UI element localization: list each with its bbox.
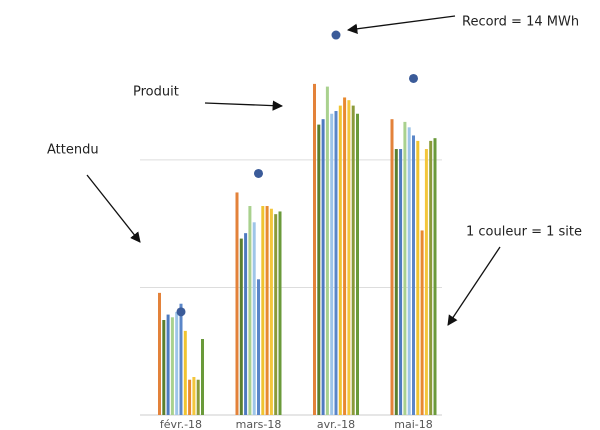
bar xyxy=(403,121,407,415)
bar xyxy=(325,86,329,415)
arrow xyxy=(204,100,284,111)
line-marker xyxy=(176,307,186,317)
bar xyxy=(261,206,265,415)
arrow xyxy=(86,174,141,243)
bar xyxy=(252,222,256,415)
bar xyxy=(179,303,183,415)
bar xyxy=(343,97,347,415)
bar xyxy=(274,214,278,415)
bar xyxy=(170,317,174,415)
bar xyxy=(420,230,424,415)
bar xyxy=(166,314,170,415)
bar xyxy=(412,135,415,415)
bar xyxy=(399,149,403,415)
bar xyxy=(248,206,252,415)
annotation: Attendu xyxy=(47,143,99,158)
x-axis: févr.-18 mars-18 avr.-18 mai-18 xyxy=(160,418,433,430)
bar xyxy=(158,292,161,415)
bar xyxy=(356,113,359,415)
line-marker xyxy=(254,168,263,178)
bar xyxy=(175,311,179,415)
bar xyxy=(407,127,411,415)
bar xyxy=(390,119,394,415)
line-marker xyxy=(409,73,418,83)
x-tick-label: avr.-18 xyxy=(317,418,355,430)
bar xyxy=(201,339,204,415)
bar xyxy=(183,330,187,415)
bar xyxy=(269,208,273,415)
bar xyxy=(416,140,420,416)
bar xyxy=(257,279,260,415)
x-tick-label: mars-18 xyxy=(236,418,282,430)
bar xyxy=(330,113,334,415)
arrow xyxy=(346,15,456,34)
bar xyxy=(347,100,351,416)
bar xyxy=(278,211,282,415)
line-marker xyxy=(331,30,341,40)
bar xyxy=(429,140,433,416)
bar xyxy=(433,138,437,415)
annotation: Produit xyxy=(133,85,179,100)
lines xyxy=(176,30,418,317)
bar xyxy=(334,111,338,416)
bar xyxy=(244,233,248,415)
bar xyxy=(188,379,192,415)
bar xyxy=(394,149,398,415)
x-tick-label: mai-18 xyxy=(394,418,432,430)
x-tick-label: févr.-18 xyxy=(160,418,202,430)
bar xyxy=(338,105,342,415)
bar xyxy=(321,119,325,415)
bar xyxy=(239,238,243,415)
bars xyxy=(158,83,437,416)
bar xyxy=(317,124,321,416)
annotation: 1 couleur = 1 site xyxy=(466,225,582,240)
bar xyxy=(351,105,355,415)
bar xyxy=(235,192,239,415)
bar xyxy=(196,379,200,415)
annotation: Record = 14 MWh xyxy=(462,15,579,30)
bar xyxy=(162,320,166,415)
bar xyxy=(424,149,428,415)
bar xyxy=(192,377,196,415)
bar xyxy=(265,206,269,415)
bar xyxy=(313,83,316,415)
arrow xyxy=(447,246,501,326)
